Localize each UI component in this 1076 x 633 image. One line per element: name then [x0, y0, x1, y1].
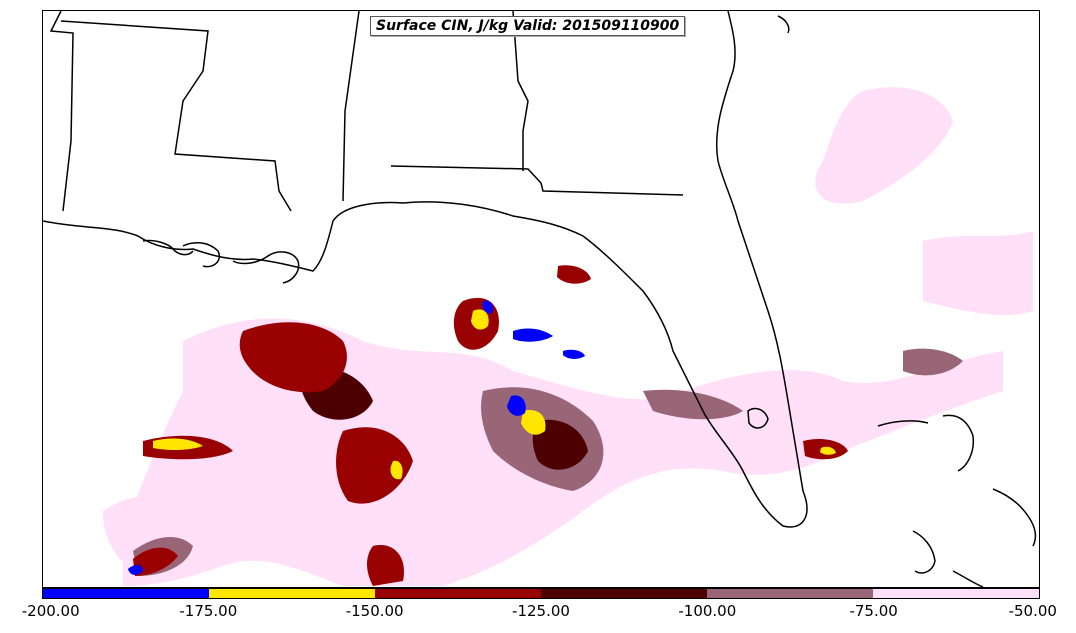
map-frame [42, 10, 1040, 588]
colorbar-tick-label: -175.00 [179, 602, 238, 620]
colorbar-tick-label: -200.00 [21, 602, 80, 620]
colorbar-tick-label: -50.00 [1008, 602, 1057, 620]
cin-field [103, 87, 1033, 586]
map-canvas [43, 11, 1037, 587]
colorbar-swatch-5 [873, 589, 1039, 598]
map-title: Surface CIN, J/kg Valid: 201509110900 [370, 16, 686, 36]
colorbar-swatch-4 [707, 589, 873, 598]
colorbar-swatch-2 [375, 589, 541, 598]
colorbar-swatch-3 [541, 589, 707, 598]
colorbar-tick-label: -125.00 [512, 602, 570, 620]
colorbar-tick-label: -100.00 [678, 602, 737, 620]
boundaries [43, 11, 1037, 587]
colorbar-swatch-1 [209, 589, 375, 598]
colorbar-tick-label: -150.00 [345, 602, 404, 620]
colorbar-tick-label: -75.00 [849, 602, 898, 620]
colorbar-swatch-0 [43, 589, 209, 598]
colorbar [42, 588, 1040, 599]
